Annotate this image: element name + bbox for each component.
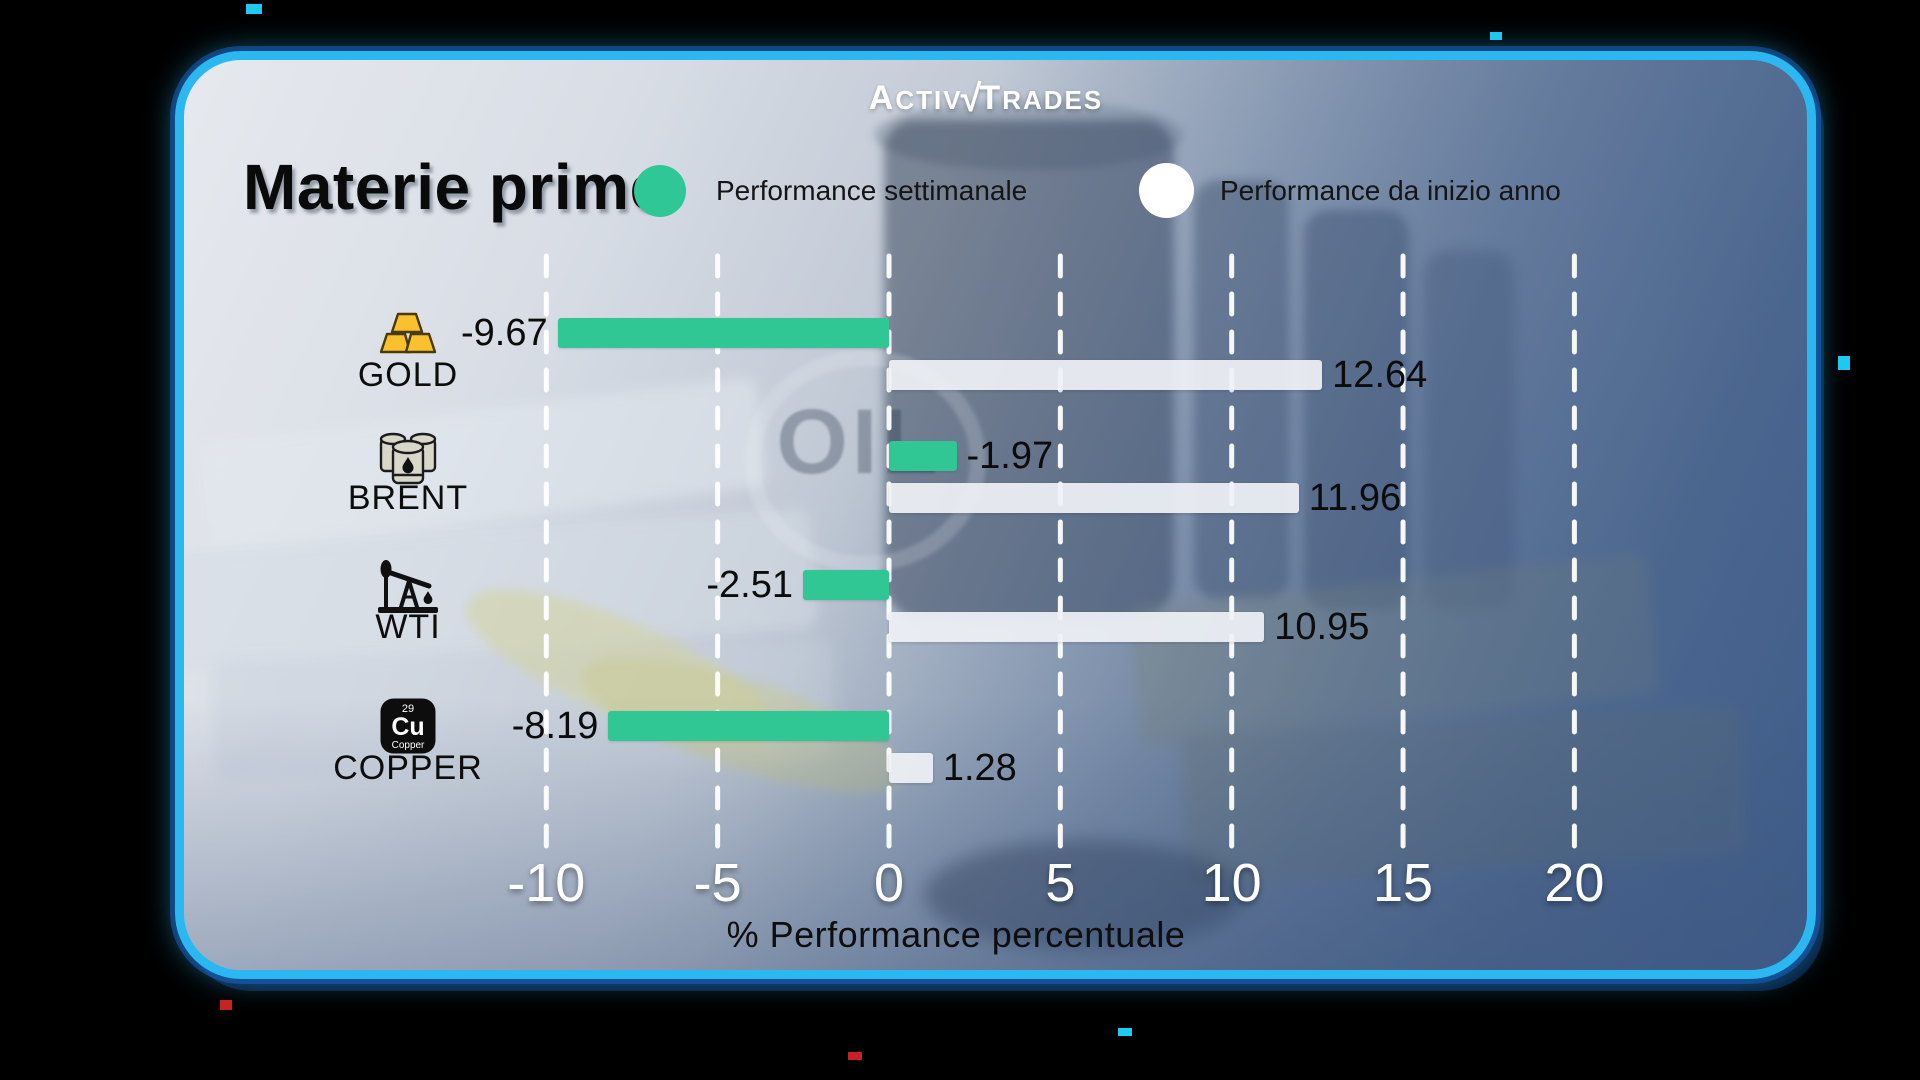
weekly-legend-label: Performance settimanale — [716, 175, 1028, 206]
infographic-card: OIL — [175, 51, 1816, 979]
ytd-performance-bar — [889, 612, 1265, 642]
oil-barrels-icon — [376, 427, 440, 485]
ytd-performance-bar — [889, 753, 933, 783]
category-label: COPPER — [333, 749, 483, 787]
bottom-tint-overlay — [184, 60, 1807, 970]
ytd-performance-bar — [889, 360, 1323, 390]
glitch-artifact — [220, 1000, 232, 1010]
activtrades-logo: ACTIV√TRADES — [776, 78, 1196, 121]
svg-text:Copper: Copper — [392, 740, 425, 751]
x-tick-label: 10 — [1201, 853, 1262, 913]
blue-tint-overlay — [184, 60, 1807, 970]
logo-text: A — [868, 79, 896, 117]
weekly-value-label: -2.51 — [706, 563, 793, 606]
glitch-artifact — [1490, 32, 1502, 40]
x-tick-label: 5 — [1045, 853, 1076, 913]
copper-element-icon: 29 Cu Copper — [376, 697, 440, 755]
glitch-artifact — [1838, 356, 1850, 370]
x-tick-label: 15 — [1373, 853, 1434, 913]
weekly-value-label: -8.19 — [511, 704, 599, 747]
logo-text: RADES — [1002, 85, 1104, 115]
ytd-legend-label: Performance da inizio anno — [1220, 175, 1561, 206]
svg-text:Cu: Cu — [391, 713, 424, 741]
glitch-artifact — [848, 1052, 862, 1060]
x-axis-title: % Performance percentuale — [726, 914, 1186, 955]
logo-text: CTIV — [895, 85, 963, 115]
svg-text:29: 29 — [402, 703, 414, 715]
weekly-legend-dot-icon — [634, 165, 686, 217]
glitch-artifact — [246, 4, 262, 14]
weekly-performance-bar — [889, 441, 957, 471]
weekly-performance-bar — [608, 711, 889, 741]
gold-bars-icon — [376, 310, 440, 356]
ytd-value-label: 11.96 — [1308, 476, 1402, 519]
x-tick-label: -5 — [693, 853, 742, 913]
weekly-value-label: -9.67 — [460, 311, 548, 354]
weekly-value-label: -1.97 — [966, 434, 1054, 477]
x-tick-label: -10 — [507, 853, 586, 913]
ytd-value-label: 1.28 — [942, 746, 1017, 789]
weekly-performance-bar — [557, 318, 889, 348]
ytd-value-label: 10.95 — [1274, 605, 1370, 648]
x-tick-label: 0 — [873, 853, 905, 913]
glitch-artifact — [1118, 1028, 1132, 1036]
oil-pumpjack-icon — [376, 555, 440, 615]
category-label: WTI — [375, 608, 441, 646]
ytd-value-label: 12.64 — [1332, 353, 1428, 396]
x-tick-label: 20 — [1544, 853, 1605, 913]
category-label: BRENT — [347, 479, 469, 517]
logo-text: T — [979, 79, 1003, 117]
chart-title: Materie prime — [243, 151, 666, 223]
category-label: GOLD — [357, 356, 459, 394]
background-photo-collage: OIL — [184, 60, 1807, 970]
logo-check-icon: √ — [960, 78, 984, 120]
weekly-performance-bar — [802, 570, 889, 600]
ytd-legend-dot-icon — [1139, 163, 1194, 218]
ytd-performance-bar — [889, 483, 1299, 513]
